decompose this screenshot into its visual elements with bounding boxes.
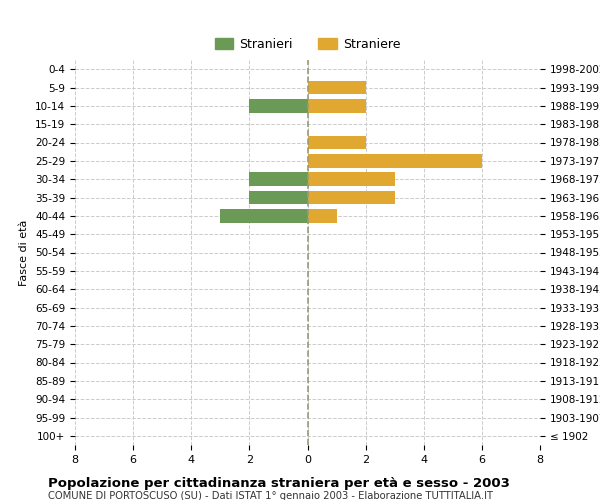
Y-axis label: Fasce di età: Fasce di età xyxy=(19,220,29,286)
Bar xyxy=(308,99,365,112)
Bar xyxy=(250,99,308,112)
Bar xyxy=(308,209,337,222)
Bar xyxy=(308,136,365,149)
Bar xyxy=(308,172,395,186)
Bar xyxy=(308,190,395,204)
Bar xyxy=(308,80,365,94)
Legend: Stranieri, Straniere: Stranieri, Straniere xyxy=(208,32,407,57)
Text: Popolazione per cittadinanza straniera per età e sesso - 2003: Popolazione per cittadinanza straniera p… xyxy=(48,478,510,490)
Text: COMUNE DI PORTOSCUSO (SU) - Dati ISTAT 1° gennaio 2003 - Elaborazione TUTTITALIA: COMUNE DI PORTOSCUSO (SU) - Dati ISTAT 1… xyxy=(48,491,493,500)
Bar xyxy=(308,154,482,168)
Bar xyxy=(220,209,308,222)
Bar xyxy=(250,172,308,186)
Bar xyxy=(250,190,308,204)
